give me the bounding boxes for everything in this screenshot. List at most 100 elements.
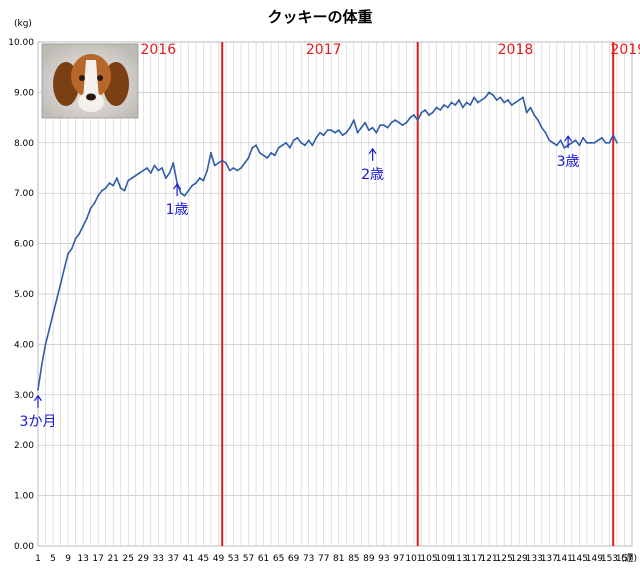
data-point (604, 141, 607, 144)
data-point (112, 184, 115, 187)
y-tick-label: 7.00 (14, 189, 34, 199)
data-point (473, 96, 476, 99)
data-point (307, 139, 310, 142)
annotation-label: 3か月 (20, 414, 57, 430)
data-point (311, 144, 314, 147)
grid (37, 41, 633, 547)
data-point (123, 189, 126, 192)
y-tick-labels: 0.00 1.00 2.00 3.00 4.00 5.00 6.00 7.00 8.00 9.00… (8, 38, 34, 552)
data-point (315, 136, 318, 139)
x-tick-label: 33 (153, 554, 164, 564)
data-point (67, 252, 69, 255)
data-point (578, 144, 581, 147)
data-point (270, 151, 272, 154)
year-label: 2018 (498, 42, 534, 58)
data-point (585, 141, 588, 144)
data-point (349, 126, 351, 129)
x-tick-labels: 1 5 9 13 17 21 25 29 33 37 41 45 49 53 57 61 65 69 73 77 81 8… (35, 554, 633, 564)
data-point (288, 146, 291, 149)
y-tick-label: 6.00 (14, 240, 34, 250)
data-point (142, 169, 145, 172)
data-point (465, 101, 468, 104)
x-tick-label: 73 (303, 554, 314, 564)
data-point (424, 109, 427, 111)
data-point (401, 124, 404, 127)
data-point (134, 174, 137, 177)
x-tick-label: 65 (273, 554, 284, 564)
data-point (221, 159, 224, 162)
data-point (601, 136, 603, 139)
data-point (488, 91, 491, 94)
data-point (503, 101, 506, 104)
data-point (405, 121, 408, 124)
data-point (146, 167, 148, 169)
data-point (337, 129, 340, 132)
x-tick-label: 113 (450, 554, 467, 564)
series-line (37, 91, 618, 390)
data-point (454, 104, 457, 106)
data-point (367, 129, 370, 132)
x-tick-label: 29 (138, 554, 150, 564)
data-point (563, 146, 566, 149)
data-point (589, 141, 592, 144)
x-tick-label: 53 (228, 554, 239, 564)
y-tick-label: 2.00 (14, 441, 34, 451)
data-point (78, 232, 81, 235)
data-point (194, 182, 197, 185)
data-point (510, 104, 513, 106)
annotation-label: 3歳 (557, 154, 580, 170)
data-point (70, 247, 73, 250)
x-tick-label: 97 (393, 554, 404, 564)
data-point (251, 146, 254, 149)
data-point (398, 121, 400, 124)
data-point (533, 114, 536, 116)
data-point (266, 157, 269, 159)
x-tick-label: 133 (526, 554, 543, 564)
data-point (213, 164, 216, 167)
x-tick-label: 141 (556, 554, 573, 564)
data-point (277, 146, 280, 149)
year-label: 2017 (306, 42, 342, 58)
data-point (93, 202, 96, 205)
x-tick-label: 93 (378, 554, 389, 564)
data-point (262, 154, 265, 157)
x-tick-label: 9 (65, 554, 71, 564)
data-point (131, 177, 133, 179)
x-tick-label: 77 (318, 554, 329, 564)
data-point (273, 154, 276, 157)
data-point (104, 187, 107, 190)
x-tick-label: 85 (348, 554, 359, 564)
data-point (616, 141, 618, 144)
x-tick-label: 109 (435, 554, 452, 564)
data-point (371, 126, 374, 129)
x-tick-label: 125 (496, 554, 513, 564)
data-point (44, 343, 47, 346)
data-point (330, 129, 333, 132)
y-tick-label: 10.00 (8, 38, 34, 48)
data-point (334, 131, 336, 134)
data-point (443, 104, 445, 106)
data-point (285, 141, 288, 144)
data-point (228, 169, 231, 172)
data-point (243, 162, 246, 164)
data-point (89, 207, 92, 210)
data-point (555, 144, 558, 147)
x-tick-label: 149 (586, 554, 603, 564)
data-point (183, 194, 186, 197)
data-point (157, 169, 160, 172)
data-point (559, 139, 562, 142)
data-point (255, 144, 257, 147)
data-point (461, 106, 464, 109)
data-point (413, 114, 415, 116)
data-point (48, 328, 51, 331)
x-tick-label: 117 (466, 554, 483, 564)
data-point (484, 96, 487, 99)
x-axis-unit: (週) (621, 553, 637, 564)
x-tick-label: 5 (50, 554, 56, 564)
data-point (101, 189, 103, 192)
data-point (240, 167, 242, 169)
data-point (232, 167, 235, 169)
annotation-label: 2歳 (361, 167, 384, 183)
data-point (202, 179, 205, 182)
year-label: 2019 (610, 42, 640, 58)
